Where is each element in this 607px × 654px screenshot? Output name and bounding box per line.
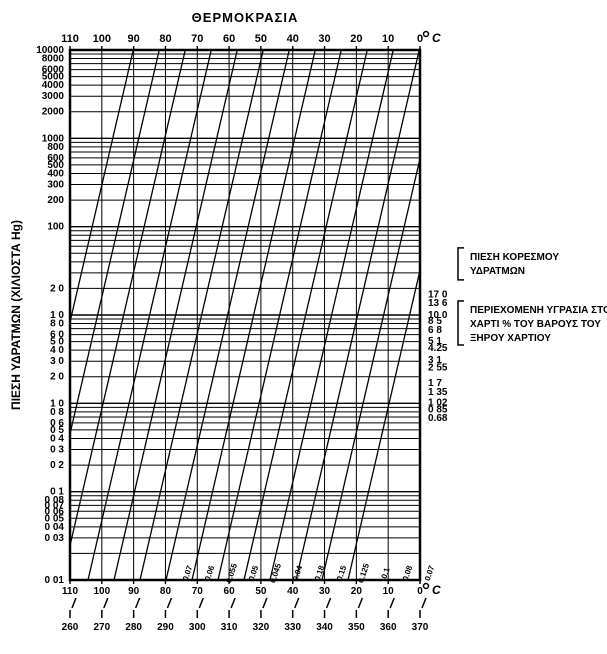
y-tick-left: 0 03 [45, 533, 65, 544]
kelvin-tick: 340 [316, 622, 333, 633]
kelvin-tick: 350 [348, 622, 365, 633]
y-tick-left: 200 [47, 195, 64, 206]
x-tick-bottom: 100 [93, 586, 110, 597]
y-tick-right: 6 8 [428, 325, 442, 336]
x-tick-bottom: 40 [287, 586, 299, 597]
annotation-saturation: ΥΔΡΑΤΜΩΝ [470, 266, 525, 277]
kelvin-tick: 270 [93, 622, 110, 633]
x-tick-bottom: 110 [62, 586, 79, 597]
x-tick-top: 70 [191, 33, 203, 45]
kelvin-tick: 300 [189, 622, 206, 633]
x-tick-bottom: 60 [224, 586, 236, 597]
y-tick-left: 400 [47, 168, 64, 179]
title-top: ΘΕΡΜΟΚΡΑΣΙΑ [192, 10, 299, 25]
y-tick-left: 0 01 [45, 575, 65, 586]
y-tick-left: 0 2 [50, 460, 64, 471]
x-tick-bottom: 90 [128, 586, 140, 597]
y-tick-left: 0 4 [50, 433, 64, 444]
y-tick-left: 0 04 [45, 522, 65, 533]
annotation-saturation: ΠΙΕΣΗ ΚΟΡΕΣΜΟΥ [470, 252, 559, 263]
x-tick-top: 50 [255, 33, 267, 45]
x-tick-top: 40 [287, 33, 299, 45]
x-tick-bottom: 80 [160, 586, 172, 597]
y-tick-left: 300 [47, 180, 64, 191]
y-tick-left: 4000 [42, 80, 65, 91]
x-tick-top: 80 [159, 33, 171, 45]
y-tick-right: 0.68 [428, 413, 448, 424]
x-tick-bottom: 70 [192, 586, 204, 597]
y-tick-right: 2 55 [428, 362, 448, 373]
y-tick-left: 3 0 [50, 356, 64, 367]
annotation-moisture: ΧΑΡΤΙ % ΤΟΥ ΒΑΡΟΥΣ ΤΟΥ [470, 319, 601, 330]
y-tick-right: 4.25 [428, 343, 448, 354]
x-tick-top: 60 [223, 33, 235, 45]
y-tick-left: 3000 [42, 91, 65, 102]
x-tick-top: 90 [128, 33, 140, 45]
kelvin-tick: 260 [62, 622, 79, 633]
unit-c-bottom: C [432, 583, 441, 597]
x-tick-top: 10 [382, 33, 394, 45]
x-tick-bottom: 0 [417, 586, 423, 597]
x-tick-top: 110 [61, 33, 79, 45]
y-tick-left: 100 [47, 222, 64, 233]
y-axis-label: ΠΙΕΣΗ ΥΔΡΑΤΜΩΝ (ΧΙΛΙΟΣΤΑ Hg) [9, 220, 23, 410]
y-tick-left: 8000 [42, 54, 65, 65]
kelvin-tick: 370 [412, 622, 429, 633]
annotation-moisture: ΠΕΡΙΕΧΟΜΕΝΗ ΥΓΡΑΣΙΑ ΣΤΟ [470, 305, 607, 316]
x-tick-top: 20 [350, 33, 362, 45]
x-tick-top: 100 [93, 33, 111, 45]
y-tick-left: 800 [47, 142, 64, 153]
kelvin-tick: 290 [157, 622, 174, 633]
y-tick-left: 0 3 [50, 445, 64, 456]
kelvin-tick: 320 [253, 622, 270, 633]
kelvin-tick: 330 [284, 622, 301, 633]
y-tick-right: 13 6 [428, 298, 448, 309]
kelvin-tick: 360 [380, 622, 397, 633]
x-tick-bottom: 30 [319, 586, 331, 597]
x-tick-bottom: 10 [383, 586, 395, 597]
y-tick-left: 8 0 [50, 319, 64, 330]
y-tick-left: 4 0 [50, 345, 64, 356]
y-tick-left: 0 8 [50, 407, 64, 418]
unit-c-top: C [432, 31, 441, 45]
kelvin-tick: 310 [221, 622, 238, 633]
x-tick-bottom: 50 [255, 586, 267, 597]
y-tick-left: 2000 [42, 107, 65, 118]
y-tick-right: 1 35 [428, 387, 448, 398]
x-tick-top: 30 [318, 33, 330, 45]
annotation-moisture: ΞΗΡΟΥ ΧΑΡΤΙΟΥ [470, 333, 551, 344]
nomograph-chart: ΘΕΡΜΟΚΡΑΣΙΑ1101009080706050403020100C110… [0, 0, 607, 654]
kelvin-tick: 280 [125, 622, 142, 633]
y-tick-left: 2 0 [50, 283, 64, 294]
x-tick-bottom: 20 [351, 586, 363, 597]
x-tick-top: 0 [417, 33, 423, 45]
y-tick-left: 2 0 [50, 372, 64, 383]
